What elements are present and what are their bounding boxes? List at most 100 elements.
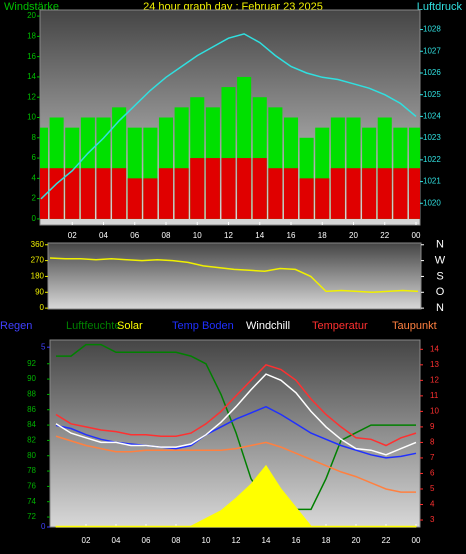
y-tick-label: 0 <box>40 303 45 312</box>
y2-tick-label: 1028 <box>423 25 441 34</box>
y2-tick-label: 1026 <box>423 68 441 77</box>
y2-tick-label: 8 <box>430 438 435 447</box>
bar <box>268 168 283 219</box>
legend-label: Solar <box>117 320 143 332</box>
y2-tick-label: 9 <box>430 422 435 431</box>
line <box>40 33 417 200</box>
bar <box>221 158 236 219</box>
x-tick-label: 02 <box>68 231 77 240</box>
x-tick-label: 06 <box>130 231 139 240</box>
y-tick-label: 16 <box>27 52 36 61</box>
x-tick-label: 04 <box>99 231 108 240</box>
bar <box>49 168 64 219</box>
y-tick-label: 18 <box>27 31 36 40</box>
y2-axis-label: Luftdruck <box>417 1 463 13</box>
y2-tick-label: 12 <box>430 375 439 384</box>
legend-label: Luftfeuchte <box>66 320 120 332</box>
x-tick-label: 10 <box>202 536 211 545</box>
line <box>56 343 416 511</box>
x-tick-label: 04 <box>112 536 121 545</box>
line <box>55 435 416 493</box>
y-tick-label: 20 <box>27 11 36 20</box>
bar <box>190 158 205 219</box>
x-tick-label: 16 <box>292 536 301 545</box>
y-tick-label: 82 <box>27 436 36 445</box>
y2-tick-label: 1021 <box>423 177 441 186</box>
y-tick-label: 4 <box>32 173 37 182</box>
y2-tick-label: 4 <box>430 500 435 509</box>
y2-tick-label: 13 <box>430 360 439 369</box>
y-tick-label: 0 <box>32 214 37 223</box>
bar <box>174 168 189 219</box>
bar <box>330 168 345 219</box>
legend-label: Temperatur <box>312 320 368 332</box>
y2-tick-label: 6 <box>430 469 435 478</box>
y-tick-label: 92 <box>27 359 36 368</box>
y-tick-label: 8 <box>32 133 37 142</box>
bar <box>65 168 80 219</box>
y-tick-label: 2 <box>32 194 37 203</box>
bar <box>252 158 267 219</box>
bar <box>112 168 127 219</box>
y-tick-label: 72 <box>27 512 36 521</box>
y2-tick-label: 3 <box>430 515 435 524</box>
line <box>49 257 419 294</box>
x-tick-label: 08 <box>162 231 171 240</box>
y-tick-label: 12 <box>27 92 36 101</box>
x-tick-label: 14 <box>262 536 271 545</box>
y-tick-label: 6 <box>32 153 37 162</box>
x-tick-label: 20 <box>352 536 361 545</box>
bar <box>158 168 174 219</box>
y2-tick-label: S <box>436 270 443 282</box>
y2-tick-label: 1020 <box>423 198 441 207</box>
y2-tick-label: N <box>436 302 444 314</box>
bar <box>143 178 158 219</box>
plot-area <box>47 242 422 310</box>
bar <box>315 178 330 219</box>
x-tick-label: 16 <box>287 231 296 240</box>
y2-tick-label: 7 <box>430 453 435 462</box>
bar <box>96 168 111 219</box>
bar <box>40 168 49 219</box>
y-tick-label: 90 <box>35 287 44 296</box>
bar <box>362 168 377 219</box>
y-tick-label: 88 <box>27 390 36 399</box>
y-tick-label: 270 <box>31 256 45 265</box>
y-tick-label: 180 <box>31 272 45 281</box>
x-tick-label: 00 <box>412 536 421 545</box>
x-tick-label: 12 <box>224 231 233 240</box>
y-tick-label: 10 <box>27 113 36 122</box>
y-tick-label: 360 <box>31 240 45 249</box>
x-tick-label: 12 <box>232 536 241 545</box>
y2-tick-label: 5 <box>430 484 435 493</box>
bar <box>237 158 252 219</box>
line <box>55 363 417 447</box>
bar <box>80 168 95 219</box>
bar <box>346 168 361 219</box>
line <box>55 373 417 456</box>
y2-tick-label: 1025 <box>423 90 441 99</box>
y2-tick-label: 1027 <box>423 46 441 55</box>
x-tick-label: 02 <box>82 536 91 545</box>
bar <box>205 158 220 219</box>
x-tick-label: 18 <box>322 536 331 545</box>
x-tick-label: 18 <box>318 231 327 240</box>
area <box>55 464 417 528</box>
y-tick-label: 14 <box>27 72 36 81</box>
x-tick-label: 10 <box>193 231 202 240</box>
y3-tick-label: 5 <box>41 342 46 351</box>
bar <box>408 168 420 219</box>
y2-tick-label: 1024 <box>423 112 441 121</box>
y-tick-label: 80 <box>27 451 36 460</box>
x-tick-label: 00 <box>412 231 421 240</box>
x-tick-label: 06 <box>142 536 151 545</box>
x-tick-label: 08 <box>172 536 181 545</box>
y2-tick-label: 10 <box>430 406 439 415</box>
legend-label: Regen <box>0 320 32 332</box>
legend-label: Taupunkt <box>392 320 437 332</box>
bar <box>393 168 408 219</box>
y2-tick-label: 1023 <box>423 133 441 142</box>
y-tick-label: 86 <box>27 405 36 414</box>
